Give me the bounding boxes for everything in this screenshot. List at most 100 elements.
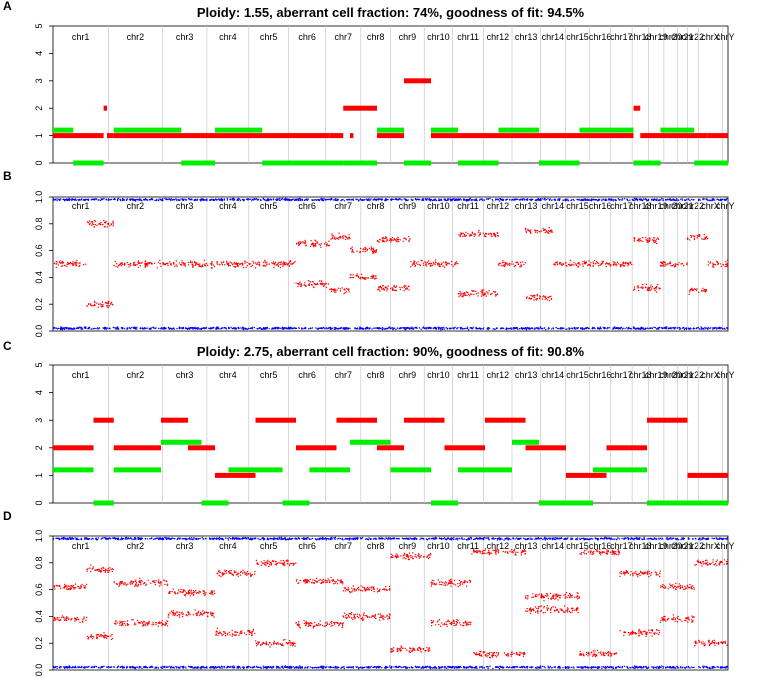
baf-point [131,326,133,329]
baf-point [338,232,340,234]
baf-point [393,327,396,329]
baf-point [533,299,535,301]
baf-point [102,570,105,572]
baf-point [303,328,305,330]
baf-point [502,198,505,201]
baf-point [650,284,652,286]
baf-point [104,570,107,572]
baf-point [381,328,384,331]
baf-point [334,289,336,292]
baf-point [577,262,579,265]
baf-point [299,579,301,582]
baf-point [446,328,448,330]
baf-point [539,326,542,328]
baf-point [469,197,471,200]
baf-point [384,328,387,330]
baf-point [637,286,640,289]
baf-point [96,224,98,227]
baf-point [339,290,342,292]
baf-point [198,590,201,592]
baf-point [693,235,695,237]
baf-point [81,328,84,330]
baf-point [701,290,703,292]
baf-point [505,199,508,201]
baf-point [391,287,393,289]
baf-point [493,290,495,293]
baf-point [270,564,272,566]
baf-point [274,642,276,644]
baf-point [633,327,635,329]
baf-point [178,326,181,328]
baf-point [726,328,729,330]
baf-point [408,240,410,242]
baf-point [206,615,209,617]
baf-point [128,198,131,200]
copy-number-segment [498,133,526,139]
y-tick-label: 0.4 [34,271,44,284]
y-tick-label: 5 [34,362,44,367]
baf-point [170,263,172,266]
baf-point [145,583,148,585]
baf-point [599,264,601,266]
baf-point [685,198,688,200]
baf-point [596,260,598,263]
baf-point [466,326,469,328]
baf-point [668,198,670,200]
baf-point [181,613,183,615]
baf-point [279,263,281,266]
baf-point [282,265,284,267]
baf-point [506,264,508,266]
baf-point [220,575,222,578]
baf-point [644,198,646,200]
baf-point [255,559,258,562]
copy-number-segment [660,127,695,133]
copy-number-segment [512,439,539,445]
baf-point [556,263,558,265]
baf-point [680,263,682,265]
baf-point [110,635,112,637]
baf-point [170,198,172,200]
baf-point [548,327,550,330]
baf-point [467,293,470,295]
baf-point [409,327,411,329]
baf-point [706,238,709,240]
y-tick-label: 4 [34,51,44,56]
baf-point [233,326,235,329]
baf-point [236,263,238,265]
baf-point [263,199,266,201]
baf-point [174,612,177,614]
chromosome-label: chr1 [72,201,90,211]
chromosome-label: chr7 [334,370,352,380]
baf-point [649,289,651,292]
panel-c: C Ploidy: 2.75, aberrant cell fraction: 9… [3,339,735,506]
baf-point [334,291,336,293]
baf-point [385,236,387,239]
baf-point [284,638,286,641]
baf-point [117,328,120,330]
baf-point [514,264,517,267]
baf-point [514,198,517,200]
baf-point [168,328,171,330]
baf-point [321,280,323,282]
baf-point [236,631,238,633]
baf-point [592,265,594,268]
baf-point [439,264,441,266]
baf-point [372,277,374,279]
baf-point [474,198,477,200]
baf-point [385,585,387,588]
baf-point [614,263,616,265]
baf-point [667,328,670,330]
baf-point [320,198,322,201]
chromosome-label: chr7 [334,201,352,211]
baf-point [351,198,353,201]
baf-point [266,261,268,263]
baf-point [445,199,448,202]
baf-point [165,198,167,200]
baf-point [100,634,103,636]
baf-point [210,263,213,265]
copy-number-segment [404,78,431,84]
baf-point [244,260,246,262]
baf-point [472,199,474,201]
baf-point [681,263,683,265]
baf-point [330,576,332,579]
